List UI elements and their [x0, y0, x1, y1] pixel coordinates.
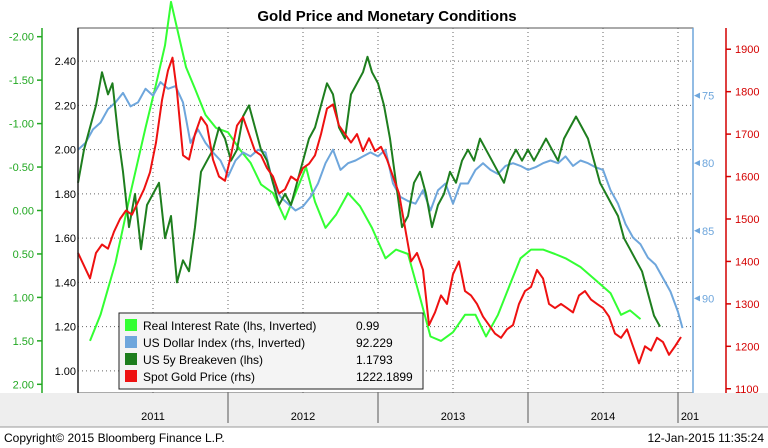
- x-axis-tick-label: 2014: [591, 411, 615, 423]
- dollar-index-tick-marker: [694, 92, 700, 99]
- legend-box: [118, 312, 424, 390]
- gold-tick-label: 1100: [735, 384, 759, 396]
- x-axis-band: [0, 393, 768, 427]
- breakeven-tick-label: 2.40: [55, 56, 76, 68]
- gold-tick-label: 1300: [735, 299, 759, 311]
- real-interest-tick-label: 0.00: [13, 206, 34, 218]
- chart-title: Gold Price and Monetary Conditions: [257, 8, 516, 25]
- breakeven-tick-label: 2.20: [55, 100, 76, 112]
- real-interest-tick-label: 0.50: [13, 249, 34, 261]
- dollar-index-tick-label: 80: [702, 158, 714, 170]
- legend-swatch: [125, 336, 137, 348]
- series-line-us-dollar-index-rhs-inverted: [77, 81, 684, 329]
- series-line-spot-gold-price-rhs: [77, 56, 682, 365]
- gold-tick-label: 1500: [735, 214, 759, 226]
- dollar-index-tick-label: 75: [702, 91, 714, 103]
- real-interest-tick-label: -0.50: [9, 162, 34, 174]
- real-interest-tick-label: 1.00: [13, 292, 34, 304]
- real-interest-tick-label: 2.00: [13, 379, 34, 391]
- x-axis-tick-label: 2013: [441, 411, 465, 423]
- dollar-index-tick-label: 90: [702, 293, 714, 305]
- series-line-real-interest-rate-lhs-inverted: [89, 0, 642, 342]
- x-axis-tick-label: 2012: [291, 411, 315, 423]
- legend-value: 92.229: [356, 336, 393, 350]
- legend-value: 1.1793: [356, 353, 393, 367]
- breakeven-tick-label: 1.60: [55, 233, 76, 245]
- gold-tick-label: 1400: [735, 256, 759, 268]
- legend-label: Spot Gold Price (rhs): [143, 370, 255, 384]
- breakeven-tick-label: 1.40: [55, 277, 76, 289]
- real-interest-tick-label: -2.00: [9, 32, 34, 44]
- legend-label: US 5y Breakeven (lhs): [143, 353, 263, 367]
- gold-tick-label: 1200: [735, 341, 759, 353]
- gold-tick-label: 1900: [735, 44, 759, 56]
- series-line-us-5y-breakeven-lhs: [77, 55, 661, 328]
- legend-swatch: [125, 353, 137, 365]
- legend-label: US Dollar Index (rhs, Inverted): [143, 336, 305, 350]
- legend-swatch: [125, 370, 137, 382]
- legend-label: Real Interest Rate (lhs, Inverted): [143, 319, 316, 333]
- real-interest-tick-label: 1.50: [13, 336, 34, 348]
- dollar-index-tick-label: 85: [702, 226, 714, 238]
- x-axis-tick-label: 2011: [141, 411, 165, 423]
- dollar-index-tick-marker: [694, 295, 700, 302]
- legend-swatch: [125, 319, 137, 331]
- breakeven-tick-label: 1.00: [55, 366, 76, 378]
- legend-value: 1222.1899: [356, 370, 413, 384]
- gold-tick-label: 1800: [735, 87, 759, 99]
- real-interest-tick-label: -1.50: [9, 75, 34, 87]
- gold-tick-label: 1600: [735, 172, 759, 184]
- dollar-index-tick-marker: [694, 227, 700, 234]
- dollar-index-tick-marker: [694, 160, 700, 167]
- x-axis-tick-label: 201: [681, 411, 699, 423]
- legend-value: 0.99: [356, 319, 380, 333]
- copyright-text: Copyright© 2015 Bloomberg Finance L.P.: [4, 431, 225, 445]
- gold-tick-label: 1700: [735, 129, 759, 141]
- real-interest-tick-label: -1.00: [9, 119, 34, 131]
- timestamp-text: 12-Jan-2015 11:35:24: [647, 431, 764, 445]
- breakeven-tick-label: 1.20: [55, 322, 76, 334]
- breakeven-tick-label: 1.80: [55, 189, 76, 201]
- breakeven-tick-label: 2.00: [55, 145, 76, 157]
